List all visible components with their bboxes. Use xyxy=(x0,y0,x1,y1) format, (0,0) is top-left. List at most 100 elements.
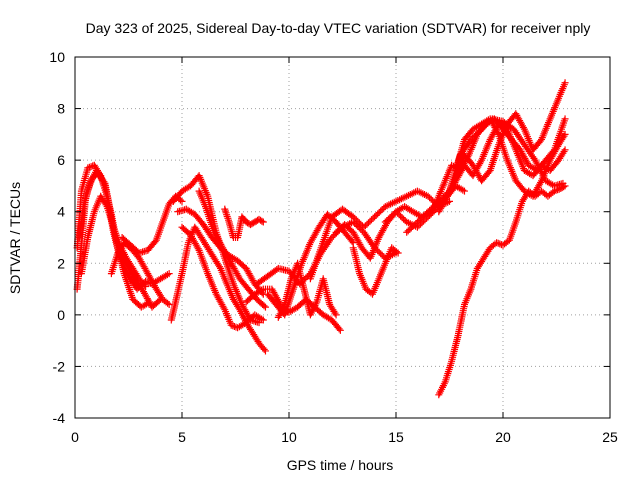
data-point-group xyxy=(234,320,248,332)
data-point-group xyxy=(199,221,215,240)
data-point-group xyxy=(388,244,400,256)
data-point-group xyxy=(178,183,193,195)
data-point-group xyxy=(413,187,430,199)
data-point-group xyxy=(392,193,409,205)
data-point-group xyxy=(512,146,528,173)
series-track-10 xyxy=(178,223,267,332)
data-point-group xyxy=(182,205,197,217)
series-track-25 xyxy=(435,182,569,399)
data-points xyxy=(73,79,569,399)
data-point-group xyxy=(555,81,568,102)
grid-lines xyxy=(75,57,610,418)
data-point-group xyxy=(529,137,544,154)
axis-ticks: 0 5 10 15 20 25 -4 -2 0 2 4 6 8 10 xyxy=(49,49,618,445)
data-point-group xyxy=(328,316,343,333)
data-point-group xyxy=(129,264,142,281)
data-point xyxy=(142,282,150,290)
y-tick-label: 4 xyxy=(57,204,65,220)
data-point-group xyxy=(546,158,561,174)
data-point-group xyxy=(512,177,527,194)
data-point-group xyxy=(512,200,526,226)
data-point-group xyxy=(550,185,563,195)
data-point-group xyxy=(461,127,476,143)
x-tick-label: 15 xyxy=(388,429,404,445)
data-point-group xyxy=(236,275,251,292)
series-track-13 xyxy=(242,285,344,334)
data-point-group xyxy=(538,117,553,143)
chart-title: Day 323 of 2025, Sidereal Day-to-day VTE… xyxy=(86,20,591,36)
data-point-group xyxy=(131,275,146,294)
data-point-group xyxy=(317,215,335,252)
data-point-group xyxy=(242,218,253,228)
data-point-group xyxy=(403,220,420,236)
data-point-group xyxy=(159,202,172,226)
series-track-20 xyxy=(381,182,468,231)
data-point-group xyxy=(172,272,185,306)
data-point-group xyxy=(219,244,234,266)
data-point-group xyxy=(253,295,268,310)
data-point-group xyxy=(77,166,91,195)
series-track-06 xyxy=(118,192,186,257)
data-point xyxy=(261,347,269,355)
data-point-group xyxy=(152,220,166,244)
data-point-group xyxy=(319,311,334,323)
data-point-group xyxy=(221,205,232,224)
data-point-group xyxy=(178,241,192,278)
data-point-group xyxy=(480,246,493,262)
data-point-group xyxy=(495,130,511,162)
data-point-group xyxy=(349,228,365,250)
data-point-group xyxy=(107,251,121,278)
data-point xyxy=(332,311,340,319)
data-point-group xyxy=(84,210,98,241)
data-point-group xyxy=(251,216,262,226)
y-tick-label: 6 xyxy=(57,152,65,168)
data-point-group xyxy=(144,270,159,291)
data-point-group xyxy=(557,183,568,192)
data-point-group xyxy=(118,234,133,248)
data-point-group xyxy=(238,213,249,225)
series-track-26 xyxy=(443,120,569,200)
data-point-group xyxy=(120,270,136,301)
data-point-group xyxy=(306,225,322,247)
x-tick-label: 20 xyxy=(495,429,511,445)
data-point-group xyxy=(221,254,237,286)
series-track-05 xyxy=(107,239,173,309)
data-point-group xyxy=(306,246,324,283)
data-point xyxy=(259,218,267,226)
data-point-group xyxy=(392,208,409,225)
data-point-group xyxy=(435,194,450,216)
data-point-group xyxy=(80,182,93,211)
data-point-group xyxy=(306,300,320,319)
series-track-07 xyxy=(167,223,269,355)
data-point-group xyxy=(103,203,117,229)
data-point-group xyxy=(229,234,239,241)
series-track-04 xyxy=(77,192,150,290)
data-point-group xyxy=(127,241,142,256)
data-point-group xyxy=(486,122,502,143)
data-point-group xyxy=(77,236,91,278)
data-point-group xyxy=(210,254,223,271)
data-point-group xyxy=(227,259,243,281)
data-point-group xyxy=(195,172,211,198)
data-point-group xyxy=(339,205,356,220)
series-track-19 xyxy=(349,244,402,298)
data-point-group xyxy=(268,285,283,307)
data-point-group xyxy=(191,210,206,227)
data-point-group xyxy=(110,223,123,247)
data-point-group xyxy=(520,141,538,162)
data-point-group xyxy=(555,148,568,164)
series-track-16 xyxy=(274,259,340,321)
data-point-group xyxy=(349,218,366,235)
x-axis-label: GPS time / hours xyxy=(287,457,394,473)
data-point xyxy=(561,79,569,87)
data-point-group xyxy=(467,267,481,293)
data-point-group xyxy=(92,167,108,186)
data-point-group xyxy=(255,215,266,225)
plot-frame xyxy=(74,56,611,419)
data-point-group xyxy=(473,256,487,272)
data-point-group xyxy=(341,221,356,235)
data-point-group xyxy=(443,179,459,200)
data-point-group xyxy=(375,261,388,283)
data-point-group xyxy=(97,192,110,209)
